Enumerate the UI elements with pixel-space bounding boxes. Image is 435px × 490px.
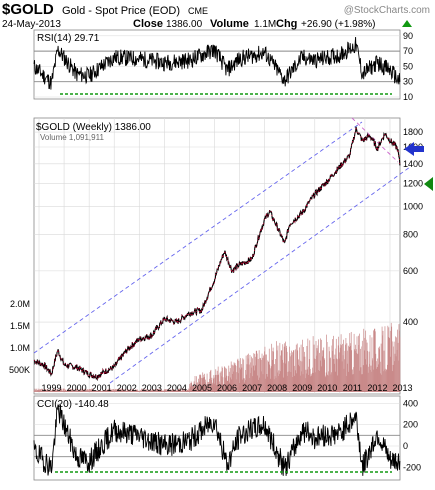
watermark: @StockCharts.com (344, 5, 430, 16)
price-series-line (33, 126, 401, 382)
rsi-grid (34, 35, 400, 98)
price-tick-label: 400 (403, 317, 418, 327)
price-tick-label: 800 (403, 230, 418, 240)
year-label: 2000 (67, 383, 87, 393)
channel-lower-line (109, 166, 411, 384)
up-arrow-icon (402, 20, 412, 27)
green-arrow-icon (424, 177, 433, 191)
cci-series-line (33, 404, 401, 476)
volume-tick-label: 1.0M (10, 343, 30, 353)
rsi-tick-label: 30 (403, 77, 413, 87)
close-value: 1386.00 (166, 19, 203, 30)
rsi-panel-frame (33, 29, 401, 100)
year-label: 2007 (242, 383, 262, 393)
year-label: 2002 (117, 383, 137, 393)
volume-tick-label: 2.0M (10, 299, 30, 309)
cci-axis: 400 200 0 -200 (403, 398, 421, 472)
channel-upper-line (33, 121, 363, 354)
year-axis: 1999 2000 2001 2002 2003 2004 2005 2006 2007 2008… (42, 383, 413, 393)
rsi-tick-label: 90 (403, 31, 413, 41)
volume-tick-label: 1.5M (10, 321, 30, 331)
chg-value: +26.90 (+1.98%) (301, 19, 376, 30)
volume-tick-label: 500K (9, 365, 30, 375)
price-axis: 18001600140012001000800600400 (403, 127, 423, 327)
volume-axis: 2.0M 1.5M 1.0M 500K (9, 299, 30, 375)
rsi-series-line (33, 36, 401, 90)
cci-panel-frame (33, 395, 401, 481)
cci-tick-label: 200 (403, 420, 418, 430)
exchange-label: CME (188, 6, 208, 16)
year-label: 1999 (42, 383, 62, 393)
year-label: 2001 (92, 383, 112, 393)
price-tick-label: 1800 (403, 127, 423, 137)
downtrend-line (351, 117, 399, 163)
year-label: 2012 (367, 383, 387, 393)
cci-tick-label: 400 (403, 398, 418, 408)
rsi-tick-label: 50 (403, 61, 413, 71)
rsi-tick-label: 10 (403, 92, 413, 102)
chg-label: Chg (276, 18, 297, 30)
year-label: 2013 (392, 383, 412, 393)
year-label: 2005 (192, 383, 212, 393)
price-legend-volume: Volume 1,091,911 (40, 133, 104, 142)
close-label: Close (133, 18, 163, 30)
rsi-label: RSI(14) 29.71 (37, 33, 100, 44)
symbol-title: $GOLD (2, 1, 54, 18)
price-tick-label: 1000 (403, 201, 423, 211)
cci-label: CCI(20) -140.48 (37, 399, 109, 410)
year-label: 2004 (167, 383, 187, 393)
year-label: 2008 (267, 383, 287, 393)
cci-tick-label: 0 (403, 441, 408, 451)
volume-bars (33, 322, 401, 392)
volume-label: Volume (210, 18, 249, 30)
year-label: 2003 (142, 383, 162, 393)
price-tick-label: 1400 (403, 159, 423, 169)
rsi-axis: 90 70 50 30 10 (403, 31, 413, 102)
year-label: 2009 (292, 383, 312, 393)
instrument-name: Gold - Spot Price (EOD) (62, 5, 180, 17)
year-label: 2010 (317, 383, 337, 393)
volume-value: 1.1M (254, 19, 276, 30)
price-tick-label: 1200 (403, 178, 423, 188)
price-legend-title: $GOLD (Weekly) 1386.00 (36, 122, 151, 133)
year-label: 2006 (217, 383, 237, 393)
cci-tick-label: -200 (403, 462, 421, 472)
rsi-tick-label: 70 (403, 46, 413, 56)
price-tick-label: 600 (403, 266, 418, 276)
year-label: 2011 (343, 383, 362, 393)
blue-arrow-icon (404, 142, 424, 156)
quote-date: 24-May-2013 (2, 19, 61, 30)
